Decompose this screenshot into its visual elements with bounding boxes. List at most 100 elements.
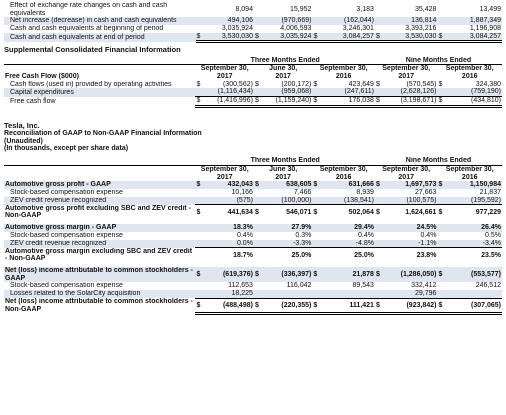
currency-symbol xyxy=(312,247,319,264)
row-value: 13,499 xyxy=(479,5,501,13)
row-value: 432,043 xyxy=(201,181,254,189)
row-value: (1,416,996) xyxy=(201,96,254,108)
currency-symbol: $ xyxy=(437,96,444,108)
row-label: Automotive gross profit - GAAP xyxy=(4,181,196,189)
table-row: Cash and cash equivalents at beginning o… xyxy=(4,25,502,33)
table-row: Net (loss) income attributable to common… xyxy=(4,267,502,283)
currency-symbol xyxy=(374,17,381,26)
supplemental-title: Supplemental Consolidated Financial Info… xyxy=(4,45,181,55)
currency-symbol: $ xyxy=(312,297,319,316)
row-value: 3,530,030 xyxy=(380,32,438,44)
currency-symbol xyxy=(437,17,444,26)
currency-symbol xyxy=(374,196,381,205)
row-value: 23.5% xyxy=(443,247,502,264)
row-value: -3.3% xyxy=(259,239,313,248)
row-value: (200,172) xyxy=(281,80,312,88)
row-value: 15,952 xyxy=(290,5,312,13)
row-value: (488,498) xyxy=(201,297,254,316)
row-value: 112,653 xyxy=(228,282,253,290)
table-row: Automotive gross margin excluding SBC an… xyxy=(4,247,502,264)
recon-nine-months-header: Nine Months Ended xyxy=(374,157,502,166)
currency-symbol xyxy=(253,224,260,232)
row-value: 3,035,924 xyxy=(260,32,313,44)
currency-symbol: $ xyxy=(375,80,380,88)
row-label: Capital expenditures xyxy=(4,88,196,97)
row-value: 1,196,908 xyxy=(469,25,501,33)
row-value: 0.0% xyxy=(201,239,254,248)
column-header-date: June 30, xyxy=(269,165,298,173)
reconciliation-title: Reconciliation of GAAP to Non-GAAP Finan… xyxy=(4,130,202,138)
row-value: (100,575) xyxy=(381,196,438,205)
currency-symbol: $ xyxy=(374,267,381,283)
currency-symbol xyxy=(195,239,202,248)
row-value: 0.4% xyxy=(357,231,374,239)
currency-symbol xyxy=(253,239,260,248)
row-value: 638,605 xyxy=(259,181,313,189)
column-header-date: September 30, xyxy=(319,165,368,173)
row-label: Stock-based compensation expense xyxy=(10,282,123,290)
currency-symbol: $ xyxy=(374,204,381,221)
row-label: Losses related to the SolarCity acquisit… xyxy=(4,290,196,299)
row-value: (162,044) xyxy=(318,17,375,26)
row-value: 10,166 xyxy=(231,188,253,196)
currency-symbol xyxy=(437,290,444,299)
row-value: 494,106 xyxy=(201,17,254,26)
currency-symbol xyxy=(312,196,319,205)
column-header-date: September 30, xyxy=(319,65,368,73)
row-value: (307,065) xyxy=(443,297,502,316)
currency-symbol xyxy=(195,247,202,264)
row-value: (923,842) xyxy=(381,297,438,316)
table-row: Effect of exchange rate changes on cash … xyxy=(4,2,502,17)
currency-symbol: $ xyxy=(253,204,260,221)
table-row: Free cash flow $ (1,416,996) $ (1,159,240) $1… xyxy=(4,96,502,108)
table-row: Automotive gross profit excluding SBC an… xyxy=(4,204,502,221)
currency-symbol xyxy=(253,88,260,97)
currency-symbol: $ xyxy=(254,80,259,88)
units-label: (In thousands, except per share data) xyxy=(4,145,129,153)
row-value: 3,183 xyxy=(356,5,374,13)
row-value: 116,042 xyxy=(286,282,312,290)
table-row: Automotive gross profit - GAAP $432,043 $6… xyxy=(4,181,502,189)
row-value: (336,397) xyxy=(259,267,313,283)
column-header-date: September 30, xyxy=(382,165,431,173)
row-value: (100,000) xyxy=(259,196,313,205)
row-value: (300,562) xyxy=(222,80,253,88)
table-row: Losses related to the SolarCity acquisit… xyxy=(4,290,502,299)
column-header-date: September 30, xyxy=(382,65,431,73)
currency-symbol: $ xyxy=(312,267,319,283)
row-value: 3,246,301 xyxy=(342,25,374,33)
row-value: (570,545) xyxy=(406,80,437,88)
currency-symbol: $ xyxy=(312,181,319,189)
row-value: 111,421 xyxy=(318,297,375,316)
row-label: Net (loss) income attributable to common… xyxy=(5,298,193,313)
currency-symbol xyxy=(312,290,319,299)
nine-months-header: Nine Months Ended xyxy=(374,56,502,66)
row-value: 3,035,924 xyxy=(221,25,253,33)
company-name: Tesla, Inc. xyxy=(4,120,40,130)
row-value: 176,038 xyxy=(318,96,375,108)
row-value: (434,810) xyxy=(443,96,502,108)
row-value: 0.5% xyxy=(485,231,501,239)
unaudited-label: (Unaudited) xyxy=(4,137,43,145)
row-value: 18,225 xyxy=(201,290,254,299)
currency-symbol: $ xyxy=(437,32,444,44)
row-value: 25.0% xyxy=(318,247,375,264)
row-value: 27.9% xyxy=(259,224,313,232)
column-header-year: 2017 xyxy=(216,173,233,181)
column-header-year: 2016 xyxy=(461,173,478,181)
reconciliation-table: Three Months Ended Nine Months Ended Sep… xyxy=(4,157,502,316)
table-row: Net increase (decrease) in cash and cash… xyxy=(4,17,502,26)
currency-symbol xyxy=(195,88,202,97)
currency-symbol xyxy=(374,224,381,232)
row-value: (970,669) xyxy=(260,17,313,26)
currency-symbol: $ xyxy=(195,204,202,221)
column-header-date: September 30, xyxy=(445,65,494,73)
currency-symbol xyxy=(195,17,202,26)
row-label: Effect of exchange rate changes on cash … xyxy=(10,2,168,17)
row-value: (138,541) xyxy=(318,196,375,205)
cash-summary-table: Effect of exchange rate changes on cash … xyxy=(4,2,502,44)
currency-symbol xyxy=(195,196,202,205)
row-value: (3,198,671) xyxy=(381,96,438,108)
row-value: 89,543 xyxy=(352,282,374,290)
